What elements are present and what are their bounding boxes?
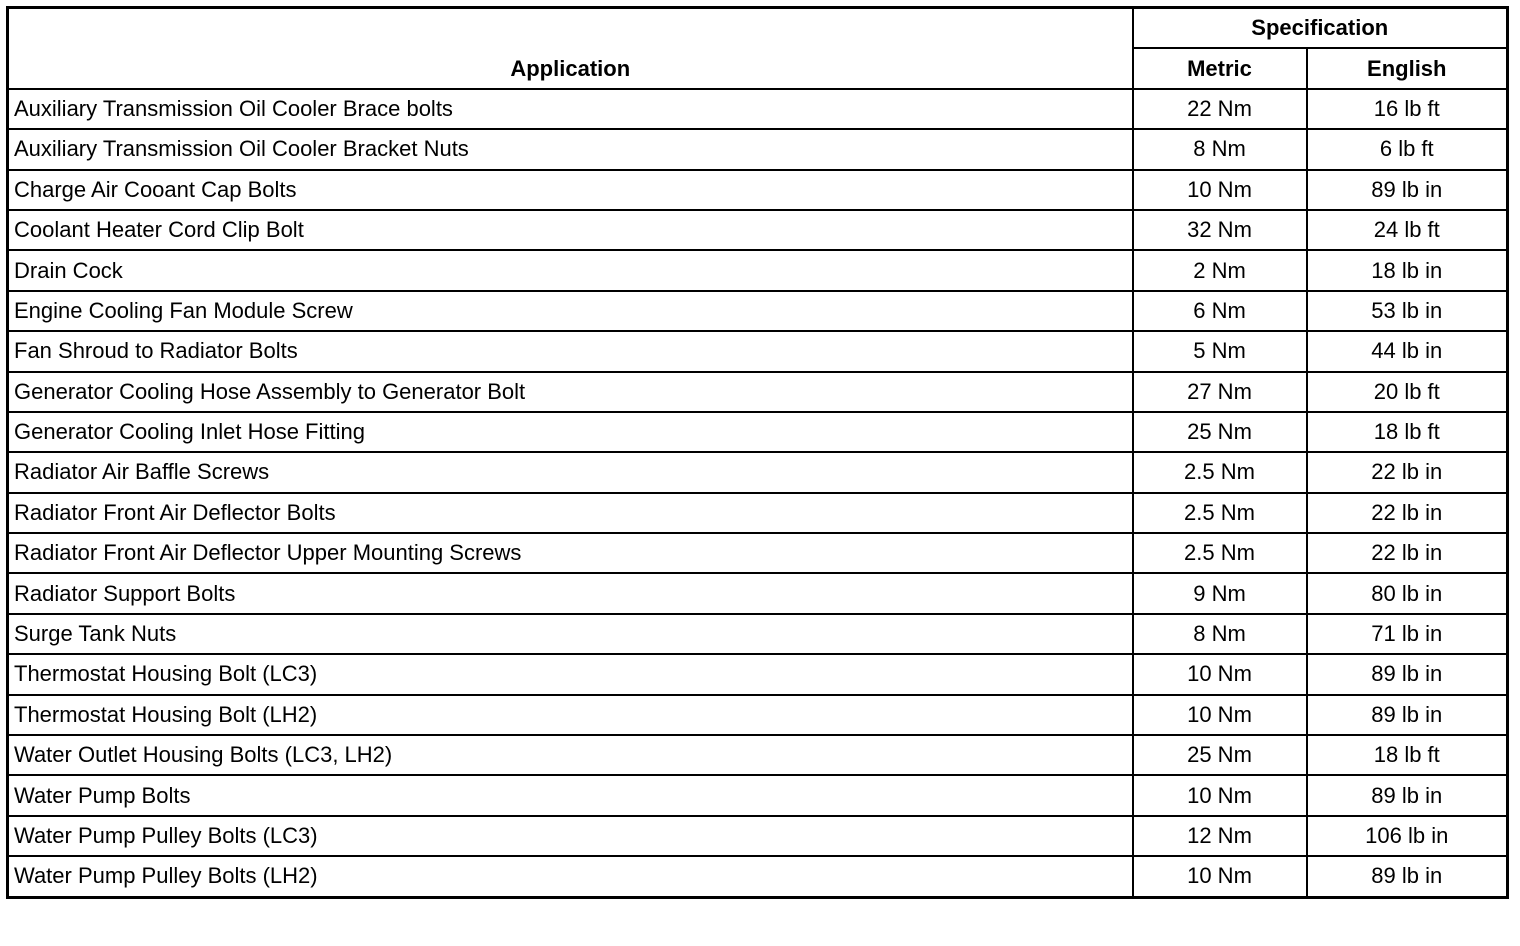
metric-cell: 25 Nm [1131, 734, 1308, 777]
application-cell: Generator Cooling Inlet Hose Fitting [6, 410, 1134, 454]
application-cell: Auxiliary Transmission Oil Cooler Bracke… [6, 128, 1134, 171]
application-cell: Engine Cooling Fan Module Screw [6, 289, 1134, 333]
application-cell: Radiator Front Air Deflector Bolts [6, 491, 1134, 535]
english-cell: 89 lb in [1305, 168, 1509, 211]
metric-cell: 10 Nm [1131, 855, 1308, 899]
english-cell: 18 lb ft [1305, 734, 1509, 777]
application-cell: Coolant Heater Cord Clip Bolt [6, 208, 1134, 252]
table-row: Coolant Heater Cord Clip Bolt 32 Nm 24 lb … [6, 208, 1509, 252]
metric-cell: 25 Nm [1131, 410, 1308, 454]
table-row: Radiator Support Bolts 9 Nm 80 lb in [6, 572, 1509, 615]
table-row: Drain Cock 2 Nm 18 lb in [6, 249, 1509, 292]
application-cell: Water Outlet Housing Bolts (LC3, LH2) [6, 734, 1134, 777]
table-row: Water Outlet Housing Bolts (LC3, LH2) 25 … [6, 734, 1509, 777]
english-cell: 22 lb in [1305, 491, 1509, 535]
application-cell: Radiator Air Baffle Screws [6, 451, 1134, 494]
application-cell: Water Pump Pulley Bolts (LC3) [6, 814, 1134, 858]
table-row: Radiator Air Baffle Screws 2.5 Nm 22 lb in [6, 451, 1509, 494]
english-cell: 22 lb in [1305, 451, 1509, 494]
metric-cell: 22 Nm [1131, 87, 1308, 131]
metric-cell: 10 Nm [1131, 693, 1308, 737]
table-body: Auxiliary Transmission Oil Cooler Brace … [6, 87, 1509, 899]
application-cell: Water Pump Pulley Bolts (LH2) [6, 855, 1134, 899]
table-row: Radiator Front Air Deflector Upper Mount… [6, 532, 1509, 575]
application-cell: Thermostat Housing Bolt (LH2) [6, 693, 1134, 737]
english-cell: 89 lb in [1305, 855, 1509, 899]
english-cell: 89 lb in [1305, 653, 1509, 696]
metric-cell: 8 Nm [1131, 128, 1308, 171]
metric-cell: 9 Nm [1131, 572, 1308, 615]
metric-cell: 27 Nm [1131, 370, 1308, 413]
header-english: English [1305, 47, 1509, 90]
metric-cell: 2.5 Nm [1131, 532, 1308, 575]
torque-table: Application Specification Metric English… [6, 6, 1510, 899]
table-row: Thermostat Housing Bolt (LC3) 10 Nm 89 lb … [6, 653, 1509, 696]
header-specification: Specification [1131, 6, 1509, 50]
header-metric: Metric [1131, 47, 1308, 90]
table-row: Surge Tank Nuts 8 Nm 71 lb in [6, 612, 1509, 656]
table-row: Fan Shroud to Radiator Bolts 5 Nm 44 lb in [6, 330, 1509, 373]
application-cell: Thermostat Housing Bolt (LC3) [6, 653, 1134, 696]
english-cell: 22 lb in [1305, 532, 1509, 575]
table-row: Radiator Front Air Deflector Bolts 2.5 Nm… [6, 491, 1509, 535]
application-cell: Radiator Front Air Deflector Upper Mount… [6, 532, 1134, 575]
application-cell: Drain Cock [6, 249, 1134, 292]
metric-cell: 10 Nm [1131, 168, 1308, 211]
application-cell: Charge Air Cooant Cap Bolts [6, 168, 1134, 211]
table-row: Thermostat Housing Bolt (LH2) 10 Nm 89 lb … [6, 693, 1509, 737]
metric-cell: 2 Nm [1131, 249, 1308, 292]
english-cell: 16 lb ft [1305, 87, 1509, 131]
english-cell: 24 lb ft [1305, 208, 1509, 252]
table-row: Generator Cooling Hose Assembly to Gener… [6, 370, 1509, 413]
application-cell: Water Pump Bolts [6, 774, 1134, 817]
english-cell: 6 lb ft [1305, 128, 1509, 171]
table-row: Water Pump Pulley Bolts (LH2) 10 Nm 89 lb … [6, 855, 1509, 899]
table-row: Charge Air Cooant Cap Bolts 10 Nm 89 lb in [6, 168, 1509, 211]
metric-cell: 10 Nm [1131, 653, 1308, 696]
metric-cell: 6 Nm [1131, 289, 1308, 333]
english-cell: 89 lb in [1305, 774, 1509, 817]
header-application: Application [6, 6, 1134, 90]
table-row: Engine Cooling Fan Module Screw 6 Nm 53 lb… [6, 289, 1509, 333]
metric-cell: 2.5 Nm [1131, 451, 1308, 494]
english-cell: 44 lb in [1305, 330, 1509, 373]
table-row: Generator Cooling Inlet Hose Fitting 25 N… [6, 410, 1509, 454]
table-row: Auxiliary Transmission Oil Cooler Bracke… [6, 128, 1509, 171]
table-row: Water Pump Pulley Bolts (LC3) 12 Nm 106 lb… [6, 814, 1509, 858]
table-row: Water Pump Bolts 10 Nm 89 lb in [6, 774, 1509, 817]
english-cell: 18 lb ft [1305, 410, 1509, 454]
metric-cell: 5 Nm [1131, 330, 1308, 373]
english-cell: 89 lb in [1305, 693, 1509, 737]
application-cell: Auxiliary Transmission Oil Cooler Brace … [6, 87, 1134, 131]
application-cell: Surge Tank Nuts [6, 612, 1134, 656]
metric-cell: 8 Nm [1131, 612, 1308, 656]
metric-cell: 32 Nm [1131, 208, 1308, 252]
english-cell: 53 lb in [1305, 289, 1509, 333]
english-cell: 20 lb ft [1305, 370, 1509, 413]
application-cell: Radiator Support Bolts [6, 572, 1134, 615]
metric-cell: 12 Nm [1131, 814, 1308, 858]
english-cell: 71 lb in [1305, 612, 1509, 656]
table-row: Auxiliary Transmission Oil Cooler Brace … [6, 87, 1509, 131]
english-cell: 18 lb in [1305, 249, 1509, 292]
metric-cell: 10 Nm [1131, 774, 1308, 817]
english-cell: 106 lb in [1305, 814, 1509, 858]
application-cell: Fan Shroud to Radiator Bolts [6, 330, 1134, 373]
english-cell: 80 lb in [1305, 572, 1509, 615]
application-cell: Generator Cooling Hose Assembly to Gener… [6, 370, 1134, 413]
metric-cell: 2.5 Nm [1131, 491, 1308, 535]
